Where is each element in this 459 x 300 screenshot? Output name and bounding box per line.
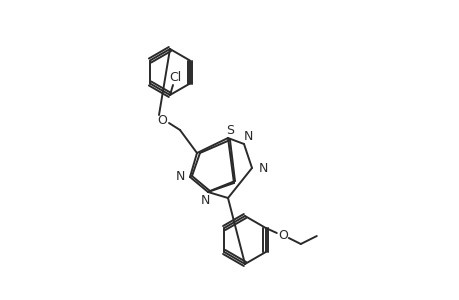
Text: O: O bbox=[157, 113, 167, 127]
Text: O: O bbox=[277, 230, 287, 242]
Text: Cl: Cl bbox=[168, 70, 181, 83]
Text: N: N bbox=[258, 161, 267, 175]
Text: S: S bbox=[225, 124, 234, 136]
Text: N: N bbox=[175, 170, 184, 184]
Text: N: N bbox=[200, 194, 209, 208]
Text: N: N bbox=[243, 130, 252, 142]
